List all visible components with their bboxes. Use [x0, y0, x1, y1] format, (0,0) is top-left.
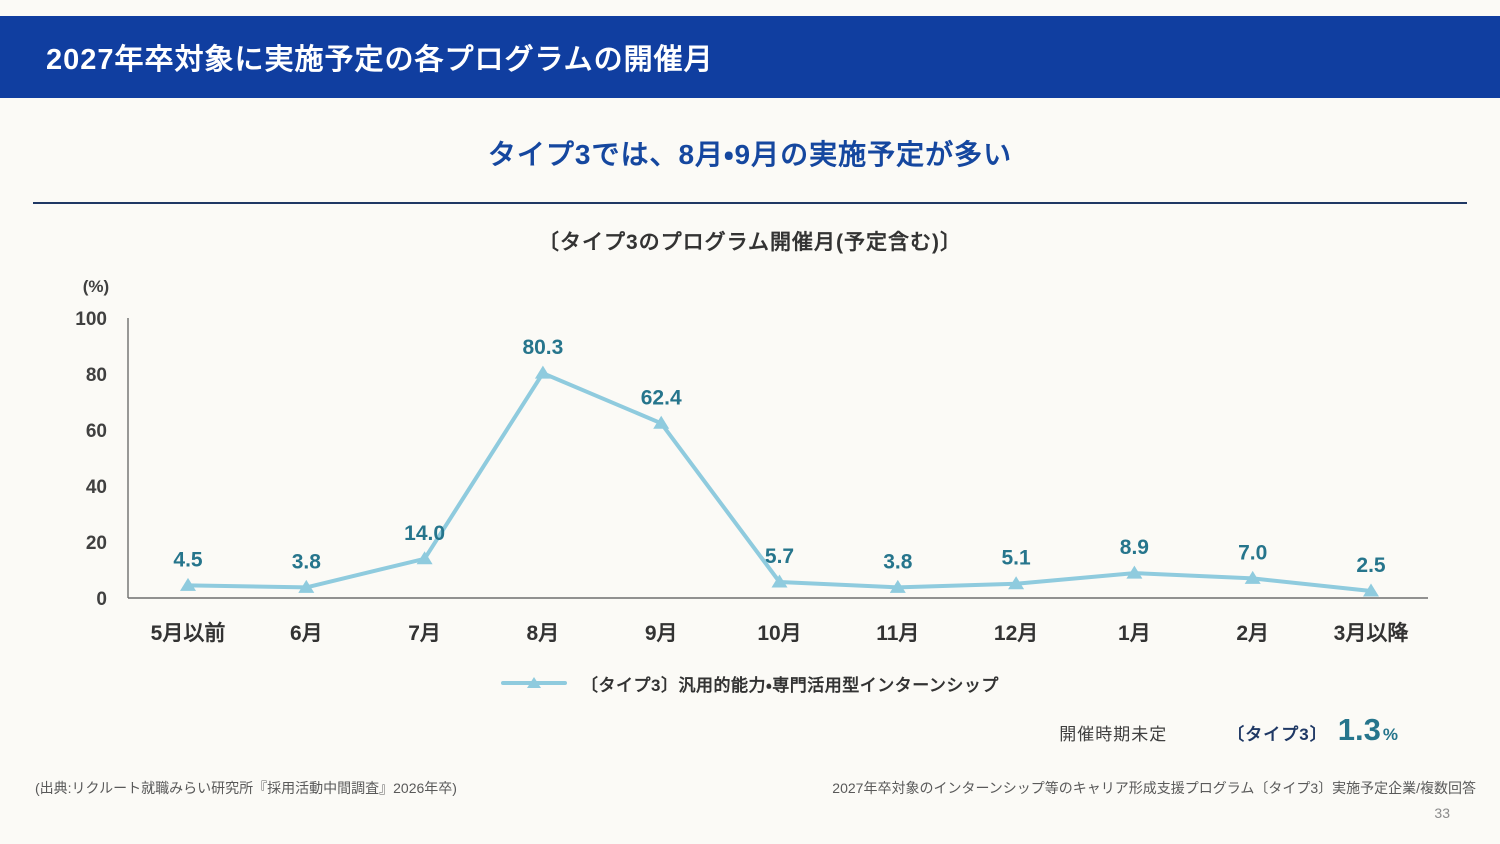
- page-number: 33: [1434, 805, 1450, 821]
- data-point-label: 8.9: [1120, 536, 1149, 559]
- x-tick-label: 9月: [645, 622, 678, 645]
- data-point-label: 3.8: [883, 550, 913, 573]
- data-point-label: 3.8: [292, 550, 322, 573]
- y-tick-label: 20: [86, 533, 107, 554]
- data-point-marker: [653, 415, 670, 429]
- y-tick-label: 60: [86, 421, 107, 442]
- legend-line-marker-icon: [501, 675, 568, 691]
- x-tick-label: 11月: [876, 622, 919, 645]
- page-title: 2027年卒対象に実施予定の各プログラムの開催月: [46, 44, 714, 76]
- data-point-label: 80.3: [522, 336, 563, 359]
- x-tick-label: 10月: [757, 622, 801, 645]
- data-point-label: 5.1: [1001, 547, 1031, 570]
- x-tick-label: 7月: [408, 622, 441, 645]
- y-tick-label: 80: [86, 365, 107, 386]
- x-tick-label: 5月以前: [151, 621, 226, 645]
- data-point-marker: [180, 577, 196, 591]
- undecided-type-label: 〔タイプ3〕: [1227, 725, 1328, 744]
- data-point-marker: [416, 551, 433, 565]
- data-point-marker: [1126, 565, 1143, 579]
- y-axis-unit-label: (%): [83, 277, 109, 296]
- y-tick-label: 0: [96, 589, 107, 610]
- undecided-label: 開催時期未定: [1059, 725, 1168, 744]
- data-point-label: 4.5: [173, 548, 203, 571]
- data-point-label: 14.0: [404, 522, 445, 545]
- x-tick-label: 1月: [1118, 622, 1151, 645]
- data-point-marker: [1244, 570, 1261, 584]
- data-point-label: 5.7: [765, 545, 794, 568]
- data-point-label: 62.4: [641, 386, 682, 409]
- data-point-label: 2.5: [1356, 554, 1386, 577]
- data-point-marker: [298, 579, 315, 593]
- footer-note: 2027年卒対象のインターンシップ等のキャリア形成支援プログラム〔タイプ3〕実施…: [832, 780, 1476, 796]
- line-chart: (%) 0 20 40 60 80 100 4.5 5月以前 3.8 6月 14.0 7月 80.3 8月 6…: [75, 277, 1428, 645]
- data-point-label: 7.0: [1238, 541, 1267, 564]
- undecided-note: 開催時期未定 〔タイプ3〕 1.3 %: [1059, 712, 1398, 752]
- footer-source: (出典:リクルート就職みらい研究所『採用活動中間調査』2026年卒): [35, 780, 457, 796]
- data-point-marker: [889, 579, 906, 593]
- x-tick-label: 8月: [527, 622, 560, 645]
- legend-label: 〔タイプ3〕汎用的能力・専門活用型インターンシップ: [581, 675, 999, 695]
- x-tick-label: 3月以降: [1334, 621, 1410, 645]
- undecided-unit: %: [1382, 725, 1398, 744]
- y-tick-label: 40: [86, 477, 107, 498]
- subtitle: タイプ3では、8月・9月の実施予定が多い: [487, 139, 1013, 170]
- data-point-marker: [534, 365, 551, 379]
- divider: [33, 202, 1467, 204]
- data-point-marker: [771, 574, 788, 588]
- data-point-marker: [1363, 583, 1379, 597]
- legend: 〔タイプ3〕汎用的能力・専門活用型インターンシップ: [0, 668, 1500, 698]
- chart-title: 〔タイプ3のプログラム開催月(予定含む)〕: [537, 231, 963, 254]
- slide-header: 2027年卒対象に実施予定の各プログラムの開催月: [0, 16, 1500, 98]
- y-tick-label: 100: [75, 309, 107, 330]
- data-point-marker: [1008, 576, 1025, 590]
- undecided-value: 1.3: [1337, 712, 1381, 747]
- x-tick-label: 2月: [1236, 622, 1269, 645]
- x-tick-label: 12月: [994, 622, 1038, 645]
- x-tick-label: 6月: [290, 622, 323, 645]
